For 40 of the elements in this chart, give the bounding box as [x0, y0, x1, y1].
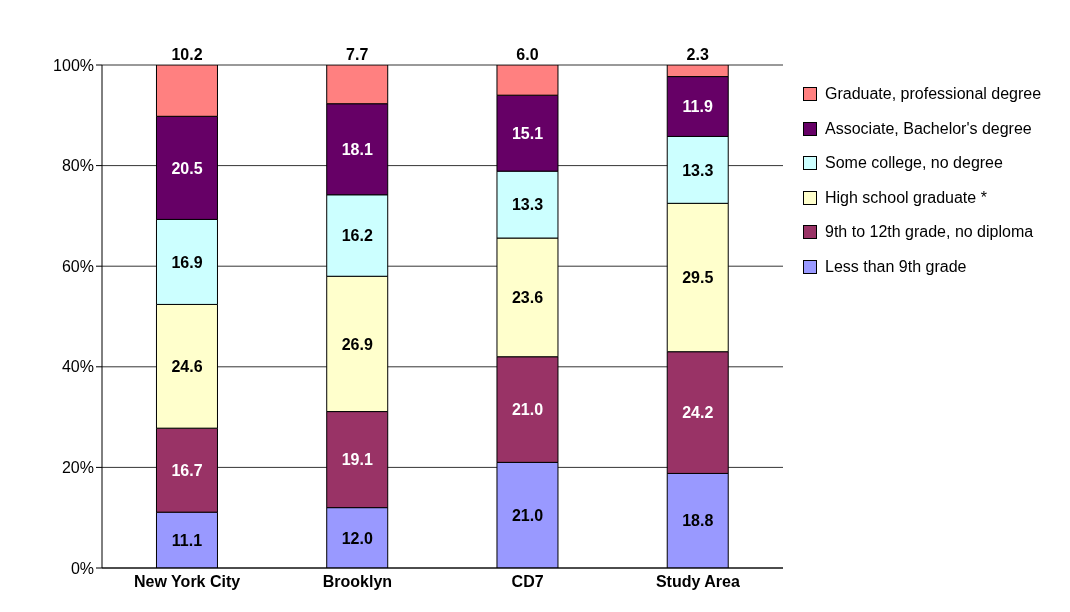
data-label: 10.2	[171, 46, 203, 63]
data-label: 12.0	[341, 529, 373, 547]
data-label: 29.5	[682, 269, 714, 287]
y-tick-label: 40%	[61, 358, 94, 376]
data-label: 24.2	[682, 404, 714, 422]
data-label: 15.1	[511, 124, 544, 142]
legend-label: Associate, Bachelor's degree	[825, 119, 1032, 138]
data-label: 2.3	[686, 46, 709, 63]
data-label: 21.0	[511, 506, 544, 524]
data-label: 13.3	[682, 161, 714, 179]
legend-label: High school graduate *	[825, 188, 987, 207]
y-tick-label: 100%	[53, 56, 94, 74]
data-label: 13.3	[511, 196, 544, 214]
data-label: 7.7	[346, 46, 369, 63]
legend-label: Less than 9th grade	[825, 257, 967, 276]
data-label: 18.8	[682, 512, 714, 530]
data-label: 16.9	[171, 253, 203, 271]
x-tick-label: CD7	[511, 573, 544, 591]
data-label: 26.9	[341, 335, 373, 353]
legend-label: Some college, no degree	[825, 154, 1003, 173]
legend-label: Graduate, professional degree	[825, 85, 1042, 104]
data-label: 21.0	[511, 401, 544, 419]
data-label: 23.6	[511, 289, 544, 307]
data-label: 16.7	[171, 461, 203, 479]
y-tick-label: 20%	[61, 459, 94, 477]
data-label: 11.9	[682, 98, 713, 116]
x-tick-label: Study Area	[655, 573, 740, 591]
data-label: 18.1	[341, 140, 373, 158]
data-label: 16.2	[341, 227, 373, 245]
data-label: 11.1	[171, 531, 203, 549]
y-tick-label: 0%	[70, 559, 94, 577]
legend-label: 9th to 12th grade, no diploma	[825, 223, 1034, 242]
data-label: 6.0	[516, 46, 539, 63]
y-tick-label: 60%	[61, 257, 94, 275]
x-tick-label: Brooklyn	[322, 573, 393, 591]
data-label: 19.1	[341, 451, 373, 469]
data-label: 20.5	[171, 159, 203, 177]
x-tick-label: New York City	[134, 573, 241, 591]
data-label: 24.6	[171, 357, 203, 375]
y-tick-label: 80%	[61, 157, 94, 175]
